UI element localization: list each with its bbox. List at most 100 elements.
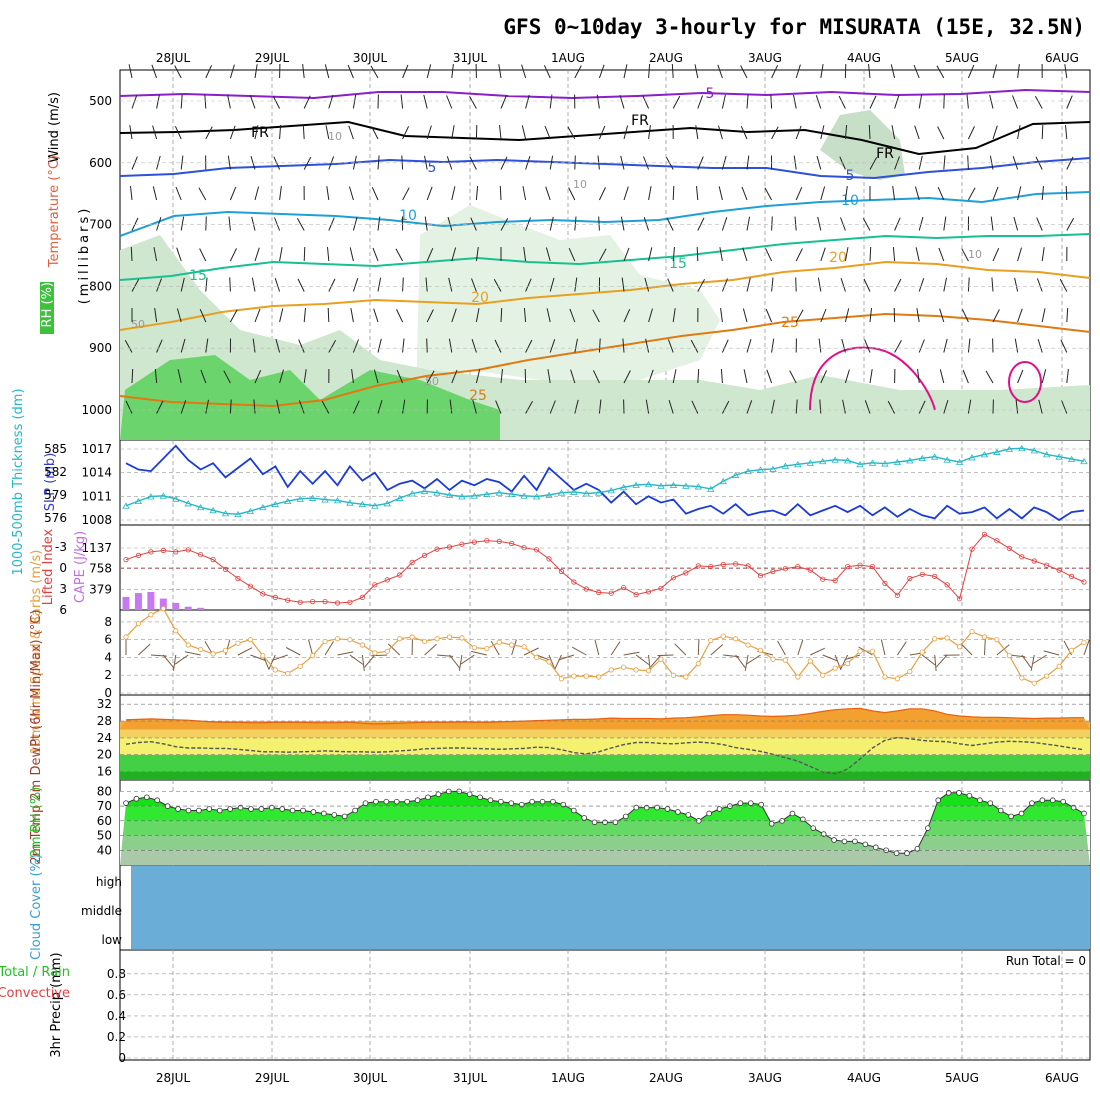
wind-barb (229, 277, 231, 292)
wind-barb-10m (1021, 654, 1032, 669)
wind-barb (567, 126, 576, 140)
thickness-point (781, 462, 790, 469)
wind-barb (279, 186, 282, 201)
thickness-point (943, 456, 951, 463)
wind-barb-10m (548, 654, 556, 670)
wind-barb-10m (710, 644, 724, 656)
lifted-point (521, 545, 527, 551)
wind-barb (296, 218, 305, 231)
wind-speed-point (1068, 647, 1075, 653)
wind-barb-10m (735, 654, 746, 669)
rh-point (144, 794, 150, 801)
wind-barb (131, 278, 140, 292)
wind-barb (623, 308, 631, 323)
wind-barb-10m (424, 643, 437, 656)
wind-barb (892, 246, 896, 262)
thickness-point (346, 499, 354, 506)
wind-speed-point (807, 658, 813, 664)
wind-barb (864, 339, 871, 353)
cape-bar (159, 598, 167, 610)
thickness-point (1067, 455, 1076, 462)
wind-barb (1017, 125, 1021, 140)
wind-barb (622, 338, 625, 353)
thickness-point (595, 489, 603, 496)
wind-barb (426, 338, 428, 353)
wind-barb (1065, 185, 1068, 201)
lifted-point (820, 576, 826, 582)
wind-speed-point (471, 645, 477, 651)
wind-speed-point (459, 635, 465, 641)
wind-barb (1066, 307, 1069, 323)
wind-barb (254, 186, 260, 201)
wind-barb (424, 155, 428, 170)
wind-speed-point (123, 634, 129, 640)
thickness-point (433, 489, 441, 496)
thickness-point (980, 451, 989, 458)
rh-upper-patch (820, 110, 905, 180)
wind-barb (272, 95, 281, 109)
wind-barb (672, 95, 681, 109)
y-tick-pressure: 600 (89, 156, 112, 170)
cape-bar (184, 606, 192, 610)
lifted-point (956, 596, 963, 602)
lifted-point (496, 538, 502, 545)
wind-speed-point (421, 638, 428, 645)
wind-barb (697, 95, 704, 109)
wind-barb (349, 247, 354, 262)
wind-barb (549, 339, 556, 353)
rh-point (862, 841, 869, 848)
y-tick-precip: 0.4 (107, 1009, 126, 1023)
wind-barb (1014, 338, 1019, 353)
wind-speed-point (509, 642, 515, 648)
wind-barb (471, 339, 477, 353)
wind-barb (665, 157, 674, 170)
wind-barb-10m (697, 638, 700, 656)
wind-barb (154, 368, 158, 384)
wind-barb (667, 339, 674, 353)
y-tick-pressure: 1000 (81, 403, 112, 417)
wind-barb (568, 247, 576, 262)
wind-barb (500, 369, 503, 384)
wind-barb (721, 94, 726, 109)
wind-barb (543, 65, 551, 79)
rh-area-band (120, 835, 1090, 851)
wind-speed-point (533, 654, 540, 661)
wind-barb (426, 370, 435, 384)
wind-barb (868, 124, 871, 140)
lifted-point (645, 589, 652, 595)
wind-barb (619, 94, 625, 109)
wind-barb-10m (983, 638, 986, 656)
wind-barb-10m (285, 647, 301, 656)
lifted-point (558, 568, 565, 575)
wind-barb (546, 308, 551, 323)
rh-point (331, 812, 338, 818)
lifted-point (222, 566, 229, 573)
wind-barb (770, 94, 773, 109)
wind-barb (695, 125, 699, 140)
wind-barb (943, 338, 948, 353)
wind-speed-point (185, 642, 191, 648)
wind-barb (1036, 217, 1043, 231)
contour-label: 20 (471, 290, 489, 306)
thickness-point (694, 483, 703, 490)
wind-barb (402, 399, 406, 414)
wind-speed-point (310, 653, 316, 659)
wind-barb (180, 400, 187, 414)
rh-point (279, 806, 285, 812)
rh-point (852, 838, 858, 845)
date-label-bottom: 31JUL (453, 1071, 488, 1085)
wind-barb (251, 216, 256, 231)
rh-point (612, 819, 619, 826)
thickness-line (125, 447, 1085, 515)
rh-point (872, 844, 879, 851)
wind-barb (1061, 400, 1068, 414)
wind-barb (448, 277, 453, 292)
wind-barb (696, 186, 699, 201)
lifted-point (285, 597, 291, 603)
wind-speed-point (845, 661, 851, 667)
wind-speed-point (695, 661, 701, 667)
contour-label: 10 (573, 178, 587, 191)
wind-barb (967, 277, 970, 292)
rh-point (404, 798, 410, 805)
wind-barb (426, 125, 432, 140)
